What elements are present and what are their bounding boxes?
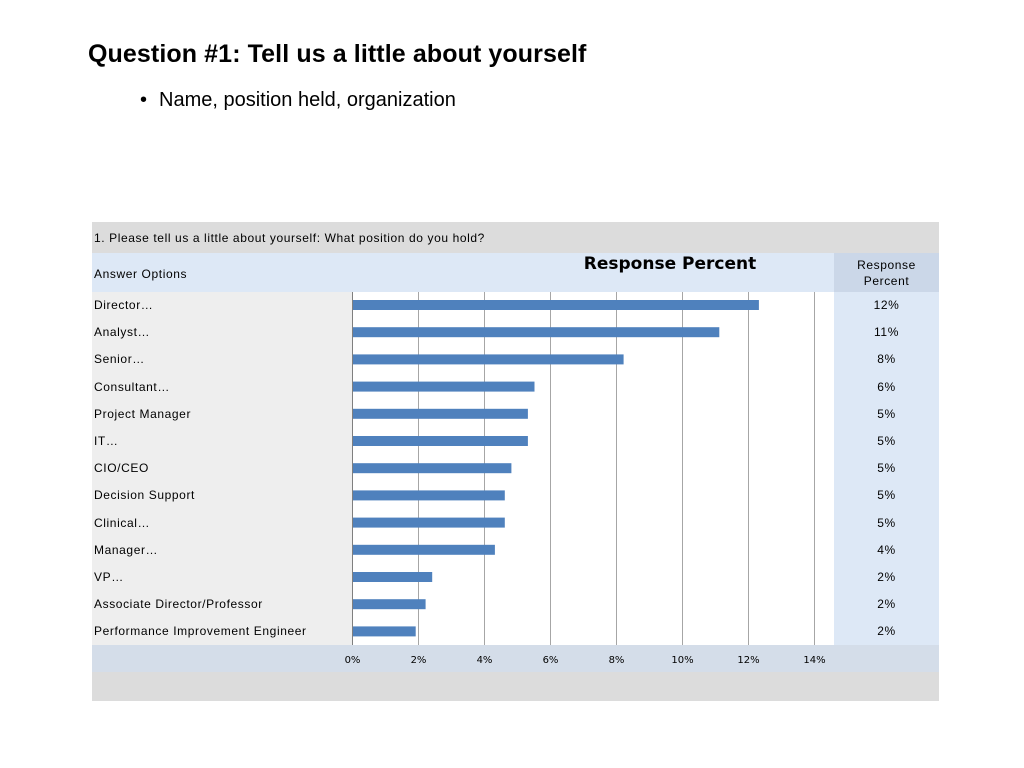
category-label: IT… (94, 434, 119, 448)
value-label: 6% (877, 379, 896, 394)
value-label: 5% (877, 515, 896, 530)
bar (353, 544, 495, 555)
bullet-dot-icon: • (140, 89, 148, 111)
category-label: Senior… (94, 352, 145, 367)
value-label: 4% (877, 542, 896, 557)
value-label: 5% (877, 461, 896, 476)
bar (353, 517, 505, 528)
x-tick-label: 12% (737, 655, 759, 666)
bullet-text: Name, position held, organization (159, 89, 456, 111)
x-tick-label: 10% (671, 655, 693, 666)
category-label: Consultant… (94, 379, 170, 394)
response-percent-header: Response Percent (834, 253, 939, 292)
answer-labels-column: Director… Analyst… Senior… Consultant… Proje… (92, 292, 352, 645)
value-label: 11% (874, 325, 899, 340)
chart-title-text: Response Percent (583, 254, 757, 274)
x-tick-label: 2% (411, 655, 427, 666)
bar (353, 463, 512, 474)
bar-chart (352, 292, 815, 645)
bar (353, 381, 535, 392)
category-label: VP… (94, 570, 124, 584)
x-tick-label: 6% (543, 655, 559, 666)
header-row: Answer Options Response Percent (92, 253, 939, 292)
x-tick-label: 8% (609, 655, 625, 666)
survey-table: 1. Please tell us a little about yoursel… (92, 222, 939, 701)
bar (353, 354, 624, 365)
value-label: 8% (877, 352, 896, 367)
x-tick-label: 14% (803, 655, 825, 666)
question-text: 1. Please tell us a little about yoursel… (94, 231, 485, 245)
category-label: Manager… (94, 542, 159, 557)
bar (353, 572, 433, 582)
category-label: Director… (94, 298, 154, 312)
category-label: Analyst… (94, 325, 151, 340)
category-label: Associate Director/Professor (94, 597, 263, 612)
footer-row (92, 672, 939, 701)
x-axis: 0% 2% 4% 6% 8% 10% 12% 14% (345, 655, 826, 666)
answer-options-header: Answer Options (94, 267, 188, 281)
value-label: 2% (877, 597, 896, 612)
value-label: 5% (877, 434, 896, 448)
value-label: 12% (873, 298, 900, 312)
value-label: 5% (877, 488, 896, 503)
category-label: Decision Support (94, 488, 195, 503)
bar (353, 490, 505, 501)
category-label: CIO/CEO (94, 461, 149, 476)
bar (353, 408, 528, 419)
question-row: 1. Please tell us a little about yoursel… (92, 222, 939, 253)
value-label: 2% (877, 624, 896, 639)
category-label: Performance Improvement Engineer (94, 624, 307, 639)
chart-title: Response Percent (92, 254, 834, 274)
value-label: 5% (877, 406, 896, 421)
bullet-item: • Name, position held, organization (140, 89, 456, 112)
x-tick-label: 0% (345, 655, 361, 666)
axis-row: 0% 2% 4% 6% 8% 10% 12% 14% (92, 645, 939, 672)
bar (353, 599, 426, 610)
x-tick-label: 4% (477, 655, 493, 666)
category-label: Project Manager (94, 406, 192, 421)
bar (353, 327, 720, 338)
response-percent-column: 12% 11% 8% 6% 5% 5% 5% 5% 5% 4% 2% 2% 2% (834, 292, 939, 645)
response-percent-header-line1: Response (857, 257, 916, 272)
bar (353, 300, 759, 310)
slide-title: Question #1: Tell us a little about your… (88, 40, 587, 68)
plot-area (352, 292, 834, 645)
category-label: Clinical… (94, 515, 151, 530)
response-percent-header-line2: Percent (863, 273, 910, 288)
bar (353, 626, 416, 637)
bar (353, 436, 528, 446)
value-label: 2% (877, 570, 896, 584)
